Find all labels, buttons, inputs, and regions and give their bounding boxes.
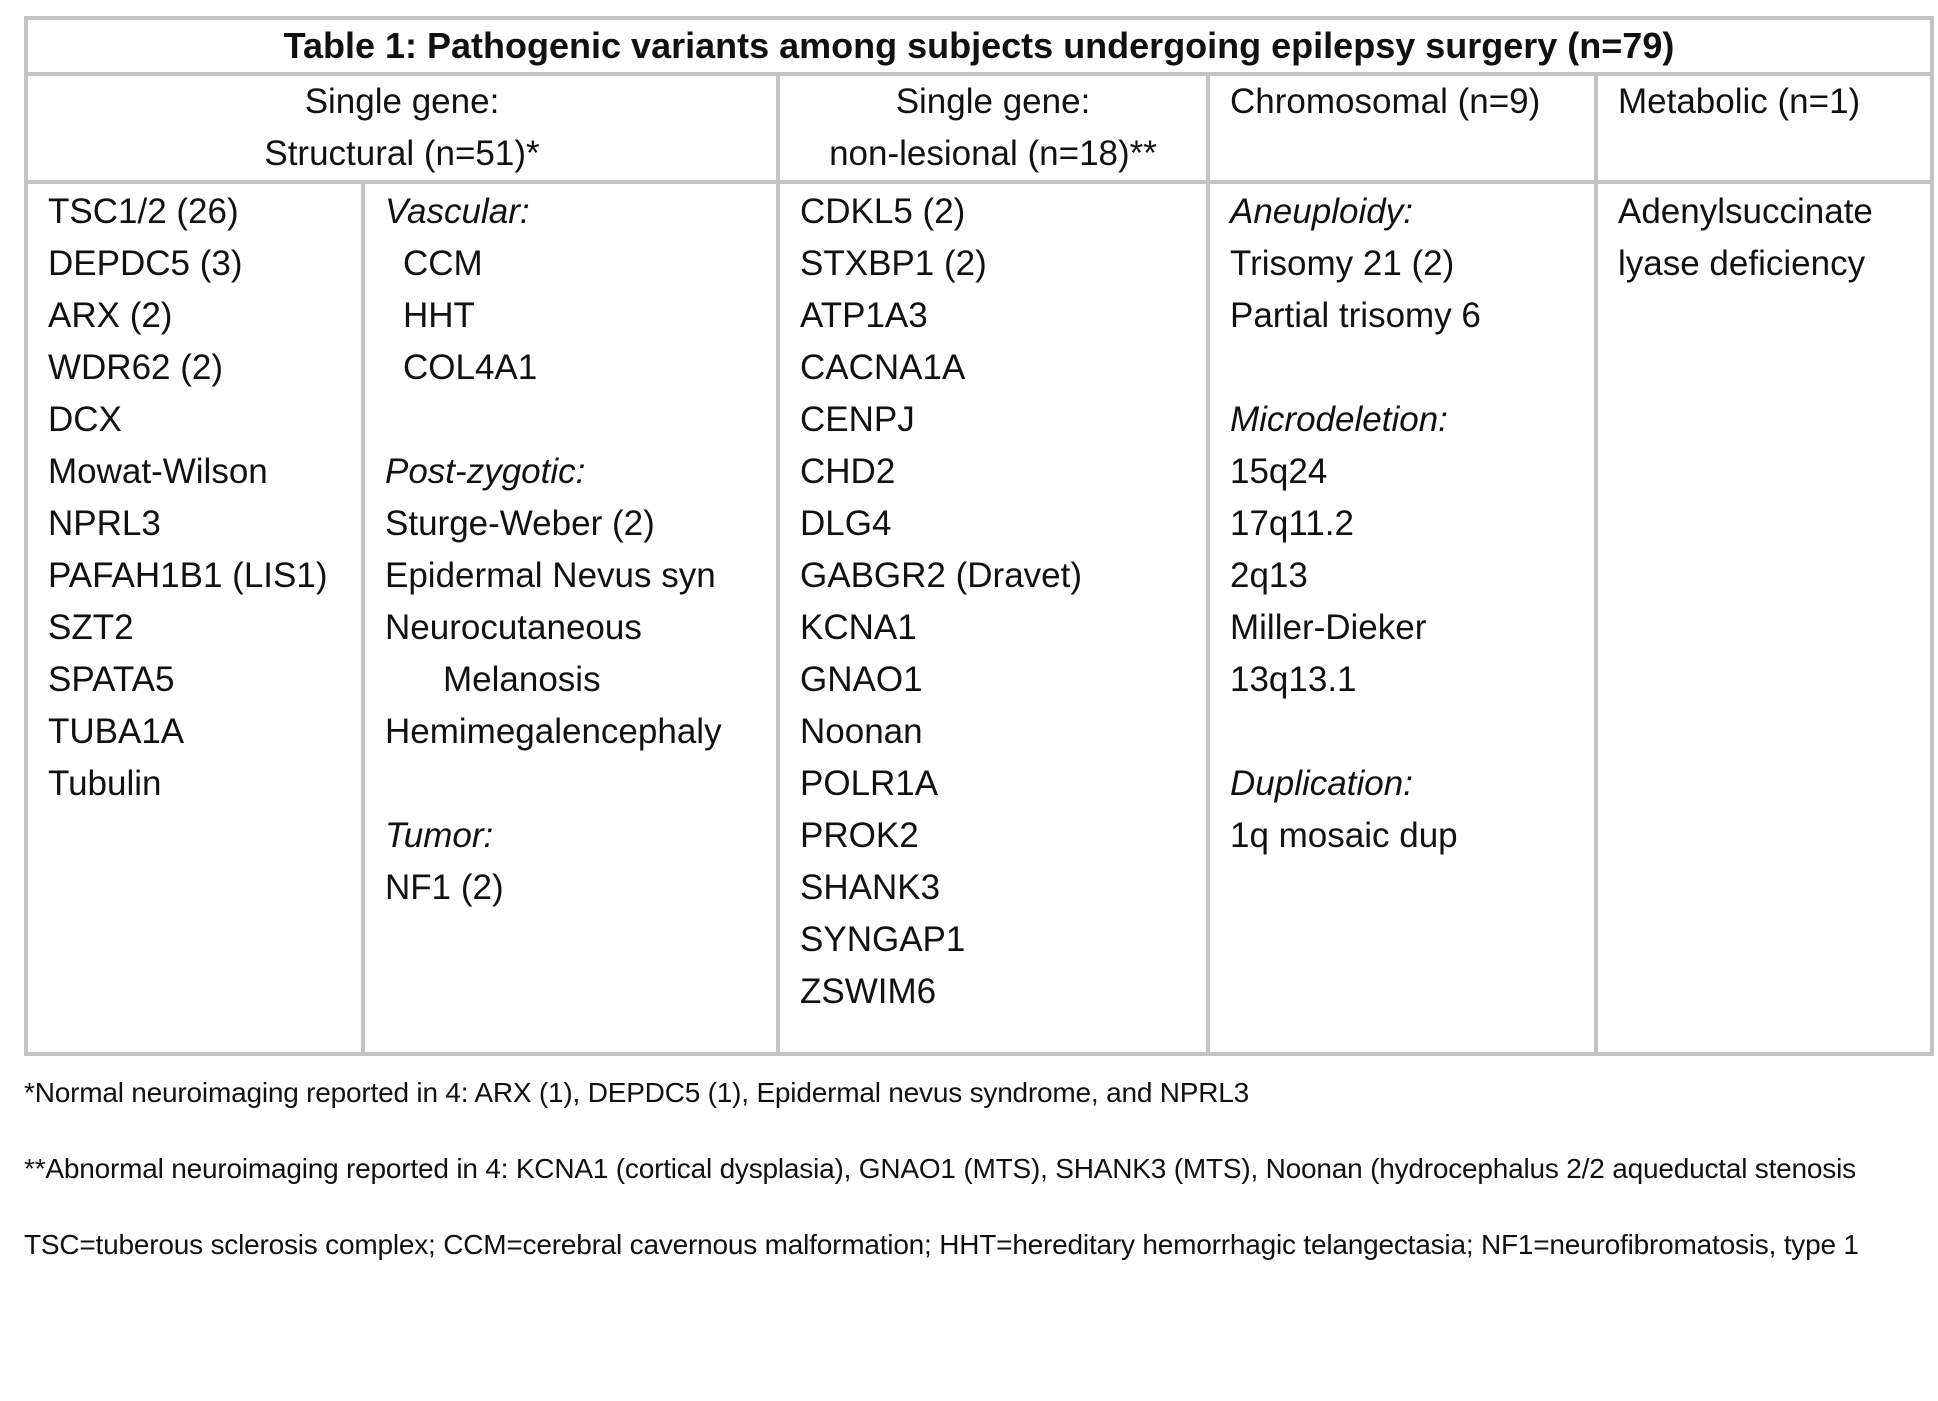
list-item: PAFAH1B1 (LIS1) [48, 556, 328, 595]
list-item: PROK2 [800, 816, 919, 855]
list-item: Partial trisomy 6 [1230, 296, 1481, 335]
header-structural: Single gene: Structural (n=51)* [24, 72, 780, 184]
list-item: TUBA1A [48, 712, 185, 751]
list-item: 1q mosaic dup [1230, 816, 1458, 855]
header-structural-line1: Single gene: [304, 82, 500, 121]
list-item: CACNA1A [800, 348, 966, 387]
aneuploidy-heading: Aneuploidy: [1230, 192, 1413, 231]
list-item: Sturge-Weber (2) [385, 504, 655, 543]
nonlesional-genes-cell: CDKL5 (2) STXBP1 (2) ATP1A3 CACNA1A CENP… [776, 180, 1210, 1056]
title-row: Table 1: Pathogenic variants among subje… [24, 16, 1934, 76]
list-item: Neurocutaneous [385, 608, 642, 647]
header-nonlesional: Single gene: non-lesional (n=18)** [776, 72, 1210, 184]
list-item: DLG4 [800, 504, 892, 543]
tumor-heading: Tumor: [385, 816, 494, 855]
chromosomal-cell: Aneuploidy: Trisomy 21 (2) Partial triso… [1206, 180, 1598, 1056]
list-item: CENPJ [800, 400, 915, 439]
header-nonlesional-line2: non-lesional (n=18)** [829, 134, 1157, 173]
footnote-normal-imaging: *Normal neuroimaging reported in 4: ARX … [24, 1077, 1250, 1108]
body-row: TSC1/2 (26) DEPDC5 (3) ARX (2) WDR62 (2)… [24, 180, 1934, 1056]
list-item: NPRL3 [48, 504, 161, 543]
list-item: GNAO1 [800, 660, 923, 699]
list-item: CHD2 [800, 452, 896, 491]
spacer [385, 394, 776, 446]
header-chromosomal: Chromosomal (n=9) [1206, 72, 1598, 184]
list-item: Hemimegalencephaly [385, 712, 722, 751]
footnote-abnormal-imaging: **Abnormal neuroimaging reported in 4: K… [24, 1153, 1856, 1184]
document: Table 1: Pathogenic variants among subje… [24, 16, 1934, 1268]
list-item: 2q13 [1230, 556, 1308, 595]
list-item: STXBP1 (2) [800, 244, 987, 283]
header-metabolic-label: Metabolic (n=1) [1618, 82, 1861, 121]
header-metabolic: Metabolic (n=1) [1594, 72, 1934, 184]
list-item: Mowat-Wilson [48, 452, 268, 491]
list-item: Tubulin [48, 764, 162, 803]
microdeletion-heading: Microdeletion: [1230, 400, 1448, 439]
header-structural-line2: Structural (n=51)* [264, 134, 540, 173]
list-item: 13q13.1 [1230, 660, 1357, 699]
list-item: CDKL5 (2) [800, 192, 966, 231]
list-item: ATP1A3 [800, 296, 928, 335]
metabolic-cell: Adenylsuccinate lyase deficiency [1594, 180, 1934, 1056]
list-item: TSC1/2 (26) [48, 192, 239, 231]
metabolic-line1: Adenylsuccinate [1618, 192, 1873, 231]
spacer [1230, 342, 1594, 394]
list-item: SZT2 [48, 608, 134, 647]
list-item: HHT [403, 296, 475, 335]
metabolic-line2: lyase deficiency [1618, 244, 1866, 283]
list-item: COL4A1 [403, 348, 538, 387]
list-item: KCNA1 [800, 608, 917, 647]
list-item: Miller-Dieker [1230, 608, 1427, 647]
header-chromosomal-label: Chromosomal (n=9) [1230, 82, 1541, 121]
list-item: Melanosis [443, 660, 601, 699]
list-item: Epidermal Nevus syn [385, 556, 716, 595]
structural-genes-cell: TSC1/2 (26) DEPDC5 (3) ARX (2) WDR62 (2)… [24, 180, 365, 1056]
footnotes: *Normal neuroimaging reported in 4: ARX … [24, 1070, 1930, 1268]
list-item: SHANK3 [800, 868, 941, 907]
list-item: Noonan [800, 712, 923, 751]
list-item: 17q11.2 [1230, 504, 1354, 543]
list-item: DEPDC5 (3) [48, 244, 243, 283]
list-item: CCM [403, 244, 483, 283]
duplication-heading: Duplication: [1230, 764, 1413, 803]
table-title: Table 1: Pathogenic variants among subje… [24, 16, 1934, 76]
spacer [385, 758, 776, 810]
postzygotic-heading: Post-zygotic: [385, 452, 586, 491]
list-item: ARX (2) [48, 296, 173, 335]
list-item: Trisomy 21 (2) [1230, 244, 1455, 283]
list-item: NF1 (2) [385, 868, 504, 907]
list-item: SPATA5 [48, 660, 175, 699]
list-item: ZSWIM6 [800, 972, 937, 1011]
header-row: Single gene: Structural (n=51)* Single g… [24, 72, 1934, 184]
list-item: GABGR2 (Dravet) [800, 556, 1082, 595]
variants-table: Table 1: Pathogenic variants among subje… [24, 16, 1934, 1056]
list-item: DCX [48, 400, 122, 439]
list-item: POLR1A [800, 764, 939, 803]
list-item: SYNGAP1 [800, 920, 966, 959]
spacer [1230, 706, 1594, 758]
header-nonlesional-line1: Single gene: [895, 82, 1091, 121]
list-item: WDR62 (2) [48, 348, 224, 387]
structural-other-cell: Vascular: CCM HHT COL4A1 Post-zygotic: S… [361, 180, 780, 1056]
vascular-heading: Vascular: [385, 192, 530, 231]
footnote-abbreviations: TSC=tuberous sclerosis complex; CCM=cere… [24, 1229, 1859, 1260]
list-item: 15q24 [1230, 452, 1328, 491]
